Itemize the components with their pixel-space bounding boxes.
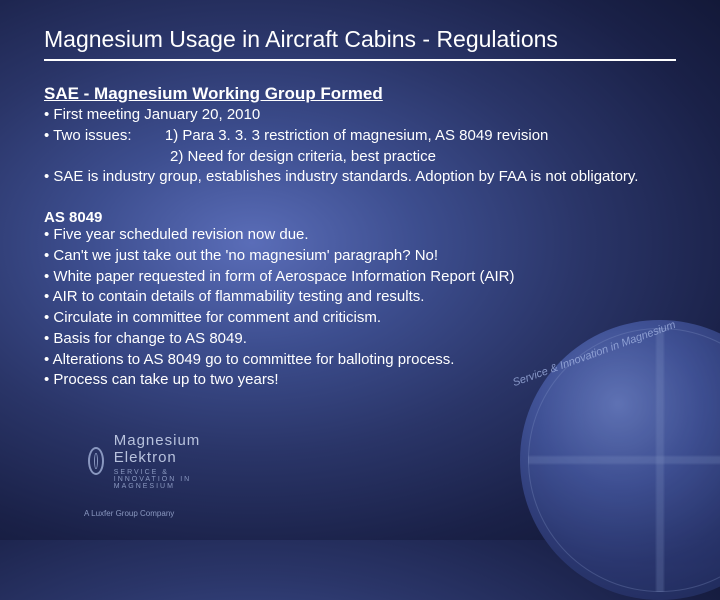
section1-line2: • Two issues: 1) Para 3. 3. 3 restrictio…: [44, 127, 670, 146]
section1-line4: • SAE is industry group, establishes ind…: [44, 168, 670, 187]
section1-line2a: • Two issues:: [44, 127, 132, 144]
sub-company: A Luxfer Group Company: [84, 509, 174, 518]
section1-line3: 2) Need for design criteria, best practi…: [44, 148, 670, 167]
section2-line2: • Can't we just take out the 'no magnesi…: [44, 247, 670, 266]
section2-line7: • Alterations to AS 8049 go to committee…: [44, 351, 670, 370]
company-name: Magnesium Elektron: [114, 432, 213, 466]
section2-line4: • AIR to contain details of flammability…: [44, 288, 670, 307]
section2-line3: • White paper requested in form of Aeros…: [44, 268, 670, 287]
logo-text-block: Magnesium Elektron SERVICE & INNOVATION …: [114, 432, 213, 490]
section1-line2b: 1) Para 3. 3. 3 restriction of magnesium…: [165, 127, 549, 144]
company-tagline: SERVICE & INNOVATION IN MAGNESIUM: [114, 469, 213, 490]
section2-line6: • Basis for change to AS 8049.: [44, 330, 670, 349]
section2-line5: • Circulate in committee for comment and…: [44, 309, 670, 328]
section2-heading: AS 8049: [44, 209, 670, 226]
slide-title: Magnesium Usage in Aircraft Cabins - Reg…: [44, 26, 676, 57]
title-bar: Magnesium Usage in Aircraft Cabins - Reg…: [44, 26, 676, 61]
section2-line1: • Five year scheduled revision now due.: [44, 226, 670, 245]
section-2: AS 8049 • Five year scheduled revision n…: [44, 209, 670, 390]
logo-icon: [88, 447, 104, 475]
section2-line8: • Process can take up to two years!: [44, 371, 670, 390]
content-area: SAE - Magnesium Working Group Formed • F…: [44, 84, 670, 392]
title-underline: [44, 59, 676, 61]
section1-heading: SAE - Magnesium Working Group Formed: [44, 84, 670, 104]
logo-area: Magnesium Elektron SERVICE & INNOVATION …: [44, 505, 174, 518]
section-1: SAE - Magnesium Working Group Formed • F…: [44, 84, 670, 187]
section1-line1: • First meeting January 20, 2010: [44, 106, 670, 125]
